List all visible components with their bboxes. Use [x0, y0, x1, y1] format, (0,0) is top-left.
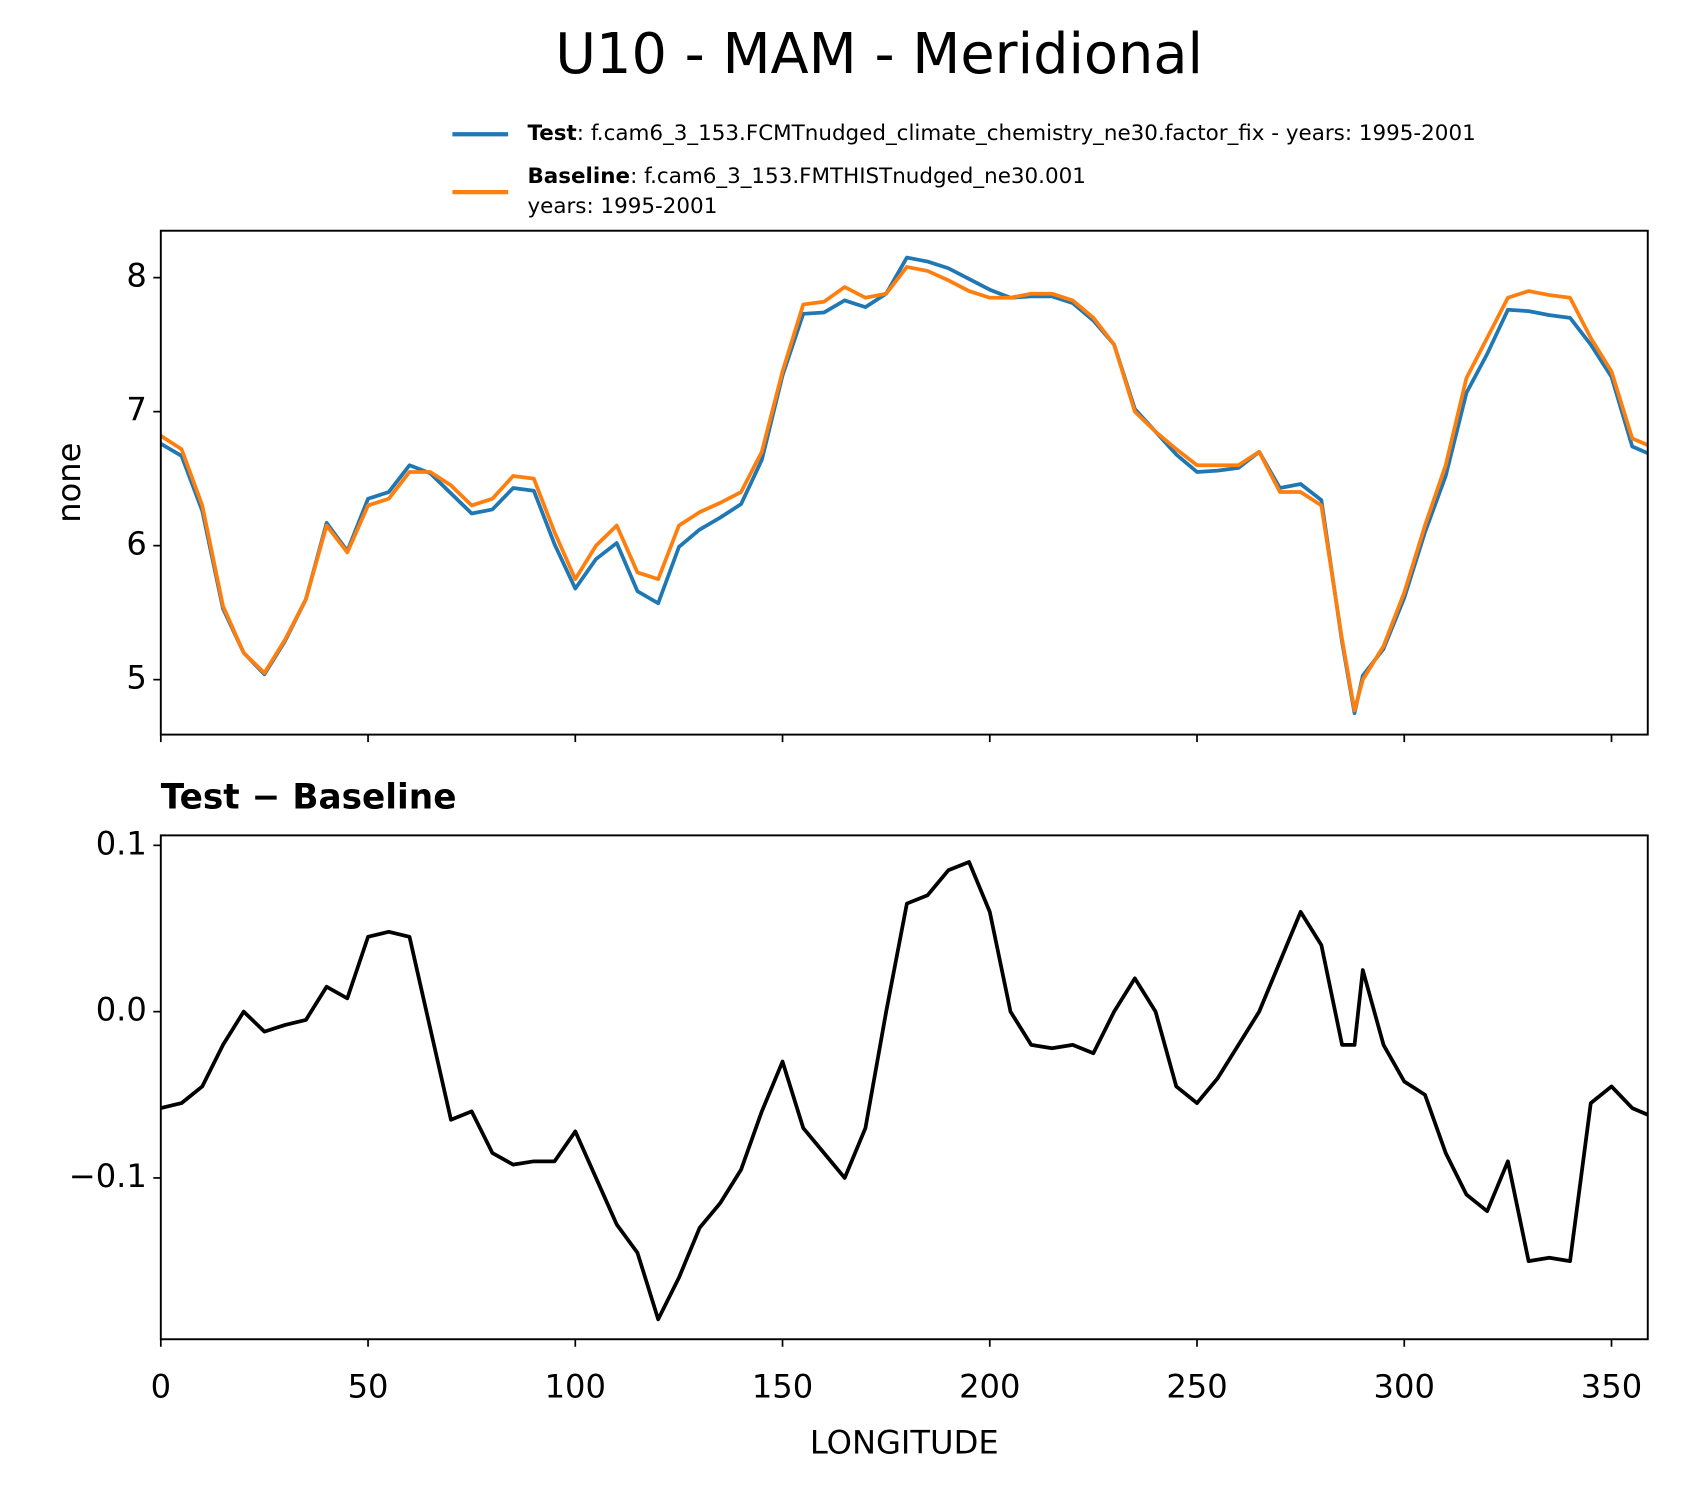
subplot-title: Test − Baseline: [161, 777, 457, 817]
x-tick-label: 150: [752, 1368, 813, 1406]
x-tick-label: 250: [1166, 1368, 1227, 1406]
y-tick-label: 6: [126, 525, 146, 563]
legend-name: Test: [527, 121, 576, 146]
legend-description: : f.cam6_3_153.FCMTnudged_climate_chemis…: [577, 121, 1476, 146]
y-axis-label: none: [50, 443, 88, 523]
y-tick-label: 0.0: [96, 991, 147, 1029]
data-line: [159, 265, 1649, 713]
y-tick-label: −0.1: [69, 1157, 147, 1195]
x-tick-label: 200: [959, 1368, 1020, 1406]
legend-name: Baseline: [527, 164, 630, 189]
x-tick-label: 300: [1374, 1368, 1435, 1406]
x-axis-label: LONGITUDE: [810, 1423, 999, 1461]
legend-label: Test: f.cam6_3_153.FCMTnudged_climate_ch…: [527, 121, 1475, 146]
y-tick-label: 7: [126, 391, 146, 429]
x-tick-label: 350: [1581, 1368, 1642, 1406]
figure-title: U10 - MAM - Meridional: [555, 22, 1203, 87]
x-tick-label: 0: [151, 1368, 171, 1406]
axes-frame: [159, 229, 1649, 736]
legend-description: years: 1995-2001: [527, 194, 717, 219]
legend-description: : f.cam6_3_153.FMTHISTnudged_ne30.001: [630, 164, 1086, 189]
axes-frame: [159, 834, 1649, 1341]
y-tick-label: 8: [126, 257, 146, 295]
x-tick-label: 100: [545, 1368, 606, 1406]
y-tick-label: 0.1: [96, 824, 147, 862]
data-line: [160, 860, 1649, 1322]
x-tick-label: 50: [348, 1368, 389, 1406]
y-tick-label: 5: [126, 659, 146, 697]
legend-label: Baseline: f.cam6_3_153.FMTHISTnudged_ne3…: [527, 164, 1085, 219]
